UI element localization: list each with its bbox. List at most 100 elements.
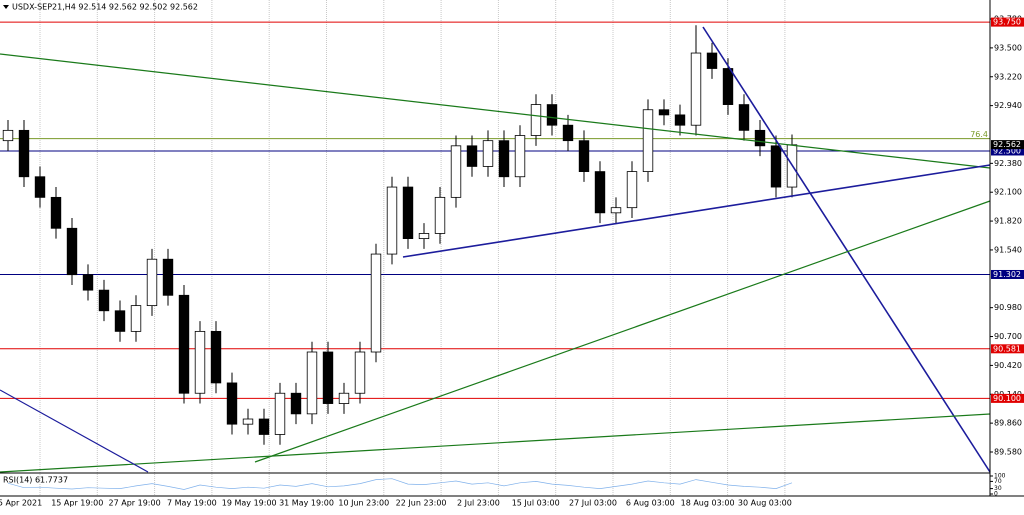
candle-body (226, 382, 238, 425)
x-tick-label: 15 Jul 03:00 (512, 499, 560, 508)
rsi-tick-label: 30 (994, 485, 1002, 492)
y-tick-label: 90.980 (994, 303, 1022, 312)
candle-body (210, 330, 222, 384)
y-tick-label: 92.100 (994, 188, 1022, 197)
y-tick-label: 91.540 (994, 245, 1022, 254)
trend-line (0, 53, 991, 169)
x-tick-label: 27 Jul 03:00 (569, 499, 617, 508)
y-tick-label: 90.420 (994, 361, 1022, 370)
trend-line (702, 26, 991, 473)
level-label-box (991, 393, 1024, 403)
candle-body (674, 114, 686, 126)
level-label-box (991, 146, 1024, 156)
candle-body (194, 330, 206, 394)
candle-body (66, 227, 78, 276)
menu-icon[interactable] (3, 5, 9, 9)
y-tick-label: 90.700 (994, 332, 1022, 341)
x-tick-label: 6 Aug 03:00 (626, 499, 675, 508)
level-label: 91.302 (993, 270, 1021, 279)
y-tick-label: 93.220 (994, 72, 1022, 81)
candle-body (50, 196, 62, 229)
level-label-box (991, 269, 1024, 279)
rsi-tick-label: 0 (994, 491, 998, 498)
rsi-tick-label: 100 (994, 473, 1006, 480)
candle-body (82, 274, 94, 291)
candle-body (450, 145, 462, 198)
candle-body (610, 207, 622, 214)
candle-body (130, 305, 142, 332)
fib-label: 76.4 (970, 130, 988, 139)
candle-body (242, 418, 254, 425)
candle-body (434, 196, 446, 234)
candle-body (34, 176, 46, 198)
candle-body (578, 140, 590, 172)
candle-body (754, 129, 766, 147)
level-label: 90.581 (993, 344, 1021, 353)
grid (39, 0, 786, 496)
x-tick-label: 18 Aug 03:00 (681, 499, 735, 508)
candle-body (274, 392, 286, 435)
candle-body (338, 392, 350, 404)
trend-line (0, 413, 991, 473)
trend-line (254, 200, 991, 463)
last-price-label: 92.562 (993, 140, 1021, 149)
level-label: 90.100 (993, 394, 1021, 403)
trend-line (402, 164, 991, 258)
candle-body (322, 351, 334, 404)
x-tick-label: 10 Jun 23:00 (338, 499, 389, 508)
candle-body (306, 351, 318, 415)
x-tick-label: 19 May 19:00 (222, 499, 277, 508)
rsi-tick-label: 70 (994, 478, 1002, 485)
candle-body (498, 140, 510, 178)
candle-body (354, 351, 366, 394)
candle-body (706, 52, 718, 69)
trend-line (0, 389, 149, 473)
x-tick-label: 27 Apr 19:00 (109, 499, 161, 508)
x-tick-label: 15 Apr 19:00 (51, 499, 103, 508)
y-tick-label: 89.580 (994, 448, 1022, 457)
candle-body (178, 294, 190, 394)
candle-body (402, 186, 414, 240)
candle-body (482, 140, 494, 167)
rsi-title: RSI(14) 61.7737 (3, 476, 68, 485)
candle-body (530, 104, 542, 136)
y-tick-label: 91.820 (994, 217, 1022, 226)
price-axis: 93.78093.50093.22092.94092.38092.10091.8… (990, 15, 1024, 457)
candle-body (626, 171, 638, 209)
candle-body (258, 418, 270, 435)
trend-lines (0, 26, 991, 473)
candle-body (594, 171, 606, 214)
candle-body (18, 129, 30, 178)
candle-body (658, 109, 670, 116)
candle-body (146, 258, 158, 307)
levels: 76.4 (0, 21, 990, 399)
x-tick-label: 30 Aug 03:00 (738, 499, 792, 508)
y-tick-label: 92.380 (994, 159, 1022, 168)
level-label: 93.750 (993, 18, 1021, 27)
candle-body (98, 289, 110, 312)
x-tick-label: 5 Apr 2021 (0, 499, 42, 508)
candle-body (546, 104, 558, 126)
rsi-line (7, 478, 793, 490)
candle-body (370, 253, 382, 353)
y-tick-label: 92.940 (994, 101, 1022, 110)
y-tick-label: 89.860 (994, 419, 1022, 428)
candle-body (466, 145, 478, 167)
candle-body (562, 124, 574, 142)
level-label: 92.500 (993, 146, 1021, 155)
candle-body (418, 233, 430, 240)
last-price-box (991, 140, 1024, 150)
candle-body (738, 104, 750, 131)
candle-body (514, 135, 526, 178)
candle-body (642, 109, 654, 172)
level-label-box (991, 17, 1024, 27)
x-tick-label: 7 May 19:00 (167, 499, 217, 508)
candle-body (690, 52, 702, 126)
candle-body (2, 129, 14, 142)
candle-body (386, 186, 398, 255)
candle-body (290, 392, 302, 415)
